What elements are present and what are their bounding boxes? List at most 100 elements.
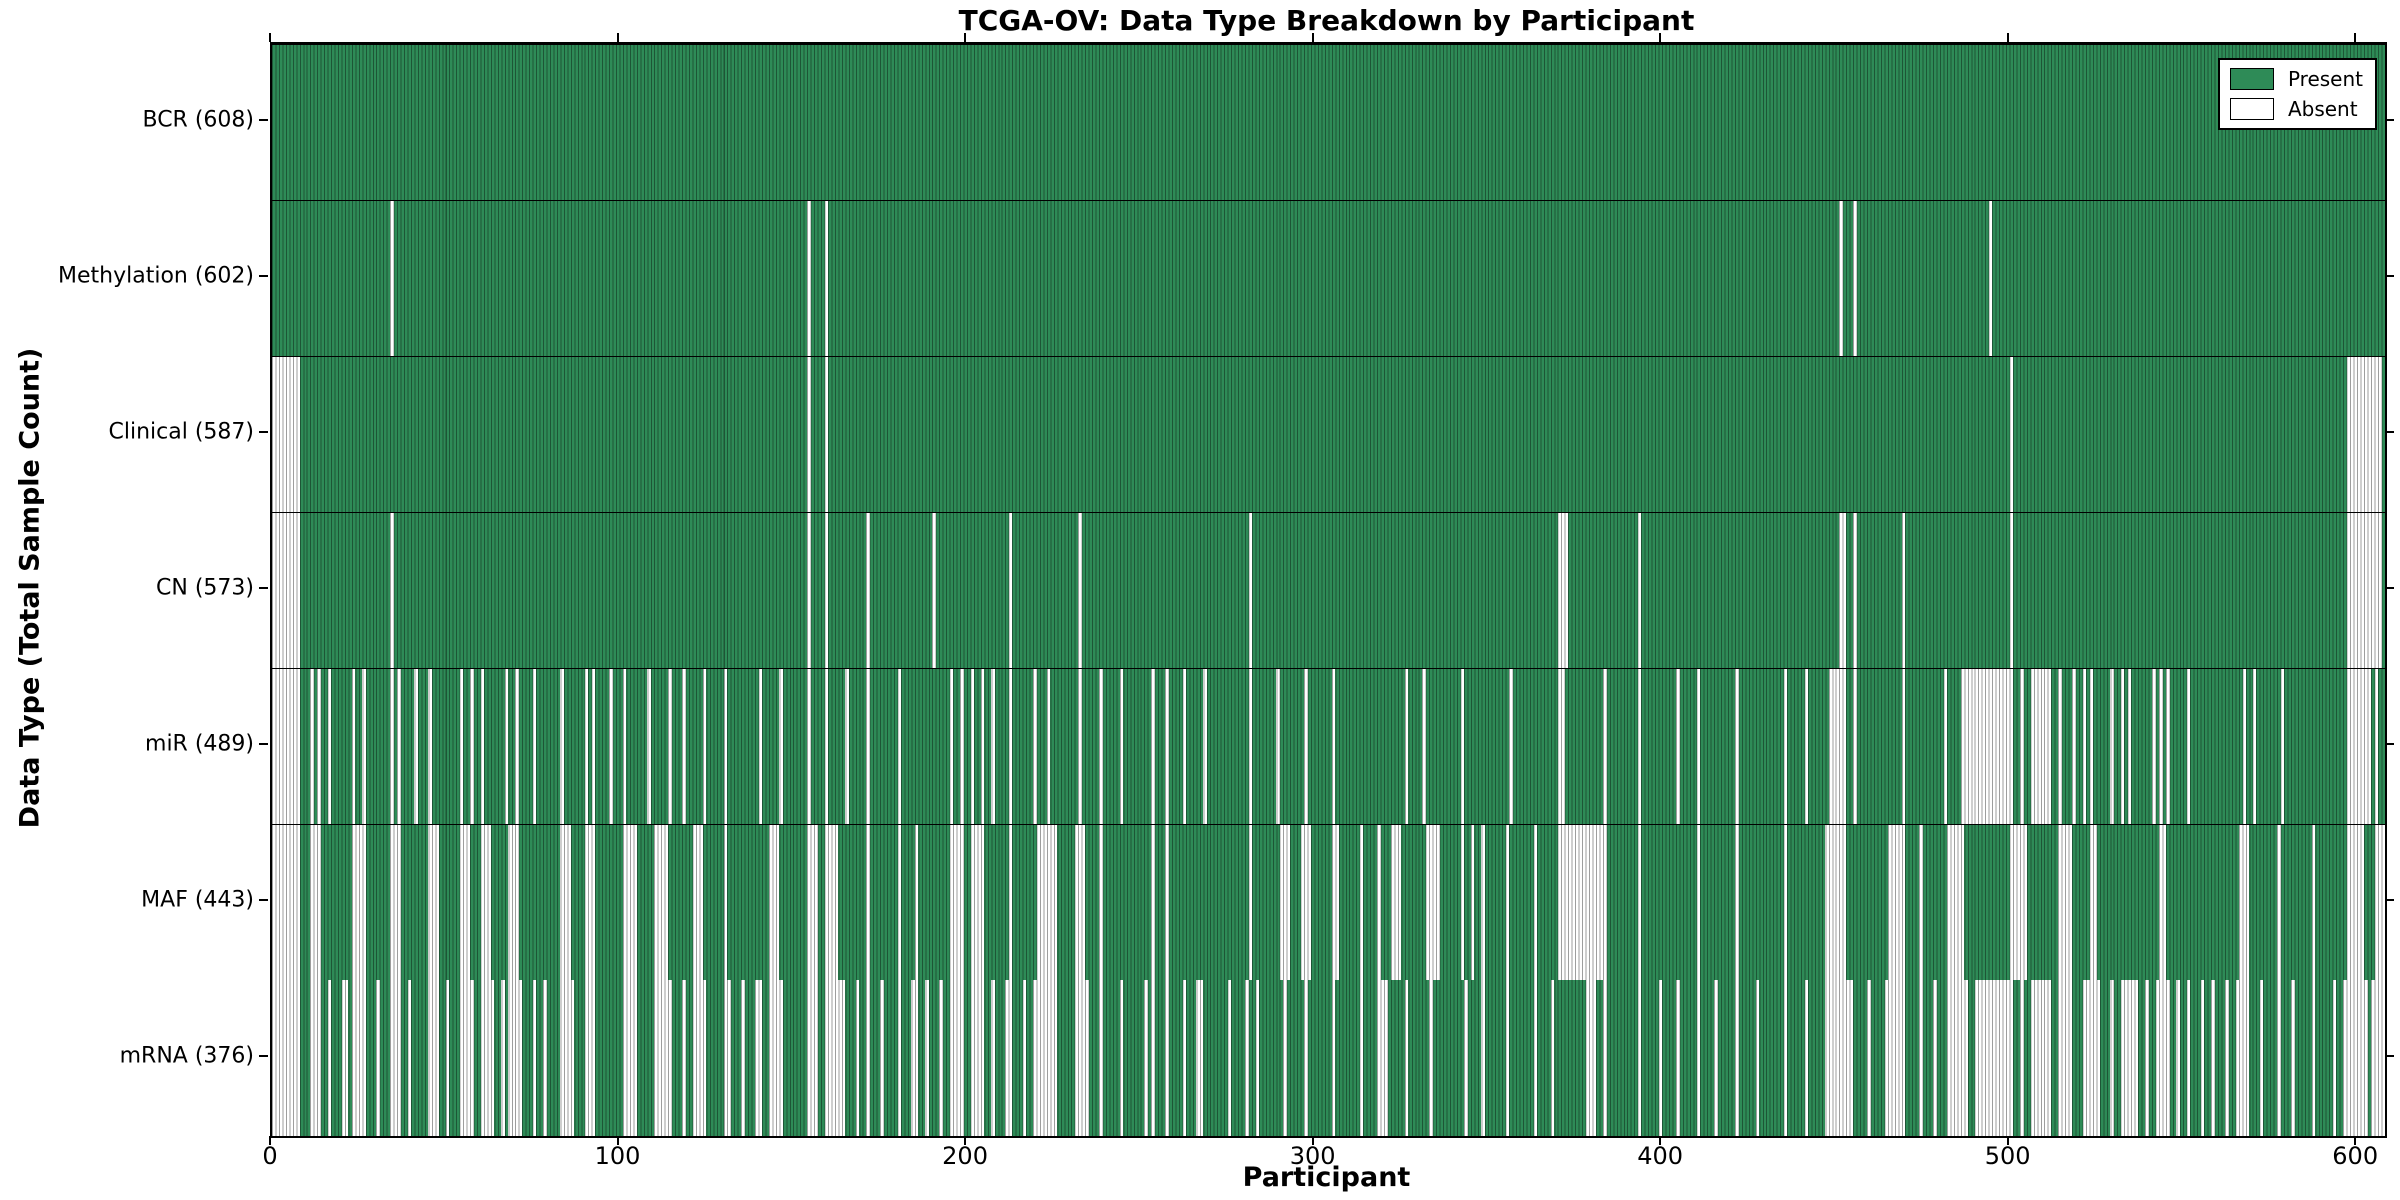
- row-label-MAF: MAF (443): [141, 887, 254, 913]
- absent-stripe: [272, 980, 300, 1136]
- absent-stripe: [1947, 980, 1968, 1136]
- absent-stripe: [2374, 825, 2385, 980]
- absent-stripe: [1165, 669, 1169, 824]
- absent-stripe: [1151, 980, 1155, 1136]
- absent-stripe: [2159, 825, 2167, 980]
- absent-stripe: [2346, 825, 2365, 980]
- absent-stripe: [702, 669, 707, 824]
- y-tick: [2385, 899, 2394, 901]
- absent-stripe: [1331, 669, 1336, 824]
- absent-stripe: [824, 669, 829, 824]
- absent-stripe: [584, 825, 596, 980]
- absent-stripe: [327, 669, 332, 824]
- absent-stripe: [2239, 825, 2250, 980]
- absent-stripe: [1853, 513, 1857, 668]
- absent-stripe: [1074, 825, 1086, 980]
- absent-stripe: [1557, 513, 1569, 668]
- x-tick: [1311, 1136, 1314, 1145]
- absent-stripe: [682, 669, 686, 824]
- absent-stripe: [1853, 669, 1857, 824]
- absent-stripe: [692, 825, 703, 980]
- absent-stripe: [2152, 669, 2156, 824]
- x-tick: [1311, 33, 1314, 42]
- data-row-BCR: [272, 44, 2385, 200]
- data-row-mRNA: [272, 980, 2385, 1136]
- y-tick: [259, 431, 268, 433]
- absent-stripe: [1377, 980, 1388, 1136]
- absent-stripe: [317, 669, 321, 824]
- absent-stripe: [2009, 513, 2014, 668]
- absent-stripe: [807, 825, 818, 980]
- absent-stripe: [1481, 825, 1485, 980]
- absent-stripe: [560, 825, 571, 980]
- x-tick: [964, 33, 967, 42]
- absent-stripe: [1099, 980, 1103, 1136]
- absent-stripe: [2371, 980, 2385, 1136]
- absent-stripe: [1404, 669, 1409, 824]
- absent-stripe: [991, 980, 995, 1136]
- x-tick: [269, 33, 271, 42]
- absent-stripe: [768, 825, 780, 980]
- absent-stripe: [1585, 980, 1597, 1136]
- absent-stripe: [327, 980, 332, 1136]
- absent-stripe: [1304, 669, 1308, 824]
- absent-stripe: [351, 825, 366, 980]
- absent-stripe: [1099, 669, 1103, 824]
- absent-stripe: [1074, 980, 1089, 1136]
- absent-stripe: [932, 513, 936, 668]
- absent-stripe: [2277, 825, 2281, 980]
- absent-stripe: [459, 669, 464, 824]
- absent-stripe: [1470, 825, 1475, 980]
- absent-stripe: [1391, 825, 1402, 980]
- absent-stripe: [807, 669, 811, 824]
- absent-stripe: [1182, 980, 1186, 1136]
- absent-stripe: [1276, 669, 1280, 824]
- absent-stripe: [2089, 825, 2097, 980]
- row-label-CN: CN (573): [156, 575, 254, 601]
- absent-stripe: [654, 825, 669, 980]
- absent-stripe: [1460, 669, 1465, 824]
- absent-stripe: [428, 980, 439, 1136]
- y-tick: [2385, 275, 2394, 277]
- absent-stripe: [1783, 825, 1788, 980]
- absent-stripe: [1481, 980, 1485, 1136]
- absent-stripe: [445, 980, 450, 1136]
- absent-stripe: [1331, 825, 1339, 980]
- absent-stripe: [1804, 980, 1809, 1136]
- absent-stripe: [1248, 669, 1253, 824]
- absent-stripe: [543, 980, 547, 1136]
- absent-stripe: [1046, 669, 1051, 824]
- absent-stripe: [1151, 825, 1155, 980]
- absent-stripe: [668, 669, 672, 824]
- absent-stripe: [1151, 669, 1155, 824]
- absent-stripe: [390, 825, 401, 980]
- absent-stripe: [428, 669, 432, 824]
- absent-stripe: [272, 357, 300, 512]
- absent-stripe: [2346, 669, 2372, 824]
- absent-stripe: [1901, 669, 1906, 824]
- absent-stripe: [2110, 980, 2114, 1136]
- absent-stripe: [584, 669, 589, 824]
- absent-stripe: [560, 980, 575, 1136]
- x-tick: [2006, 1136, 2009, 1145]
- absent-stripe: [1696, 825, 1701, 980]
- absent-stripe: [1533, 825, 1537, 980]
- x-tick: [2354, 1136, 2357, 1145]
- absent-stripe: [1947, 825, 1965, 980]
- absent-stripe: [1331, 980, 1336, 1136]
- absent-stripe: [1119, 980, 1124, 1136]
- absent-stripe: [2089, 669, 2094, 824]
- absent-stripe: [623, 669, 627, 824]
- absent-stripe: [2058, 980, 2073, 1136]
- absent-stripe: [2009, 825, 2028, 980]
- absent-stripe: [1422, 669, 1426, 824]
- y-tick: [259, 743, 268, 745]
- data-row-Methylation: [272, 200, 2385, 356]
- absent-stripe: [2225, 980, 2229, 1136]
- absent-stripe: [824, 201, 829, 356]
- absent-stripe: [1359, 825, 1364, 980]
- plot-area: Present Absent: [270, 42, 2387, 1138]
- absent-stripe: [1533, 980, 1537, 1136]
- absent-stripe: [1884, 980, 1906, 1136]
